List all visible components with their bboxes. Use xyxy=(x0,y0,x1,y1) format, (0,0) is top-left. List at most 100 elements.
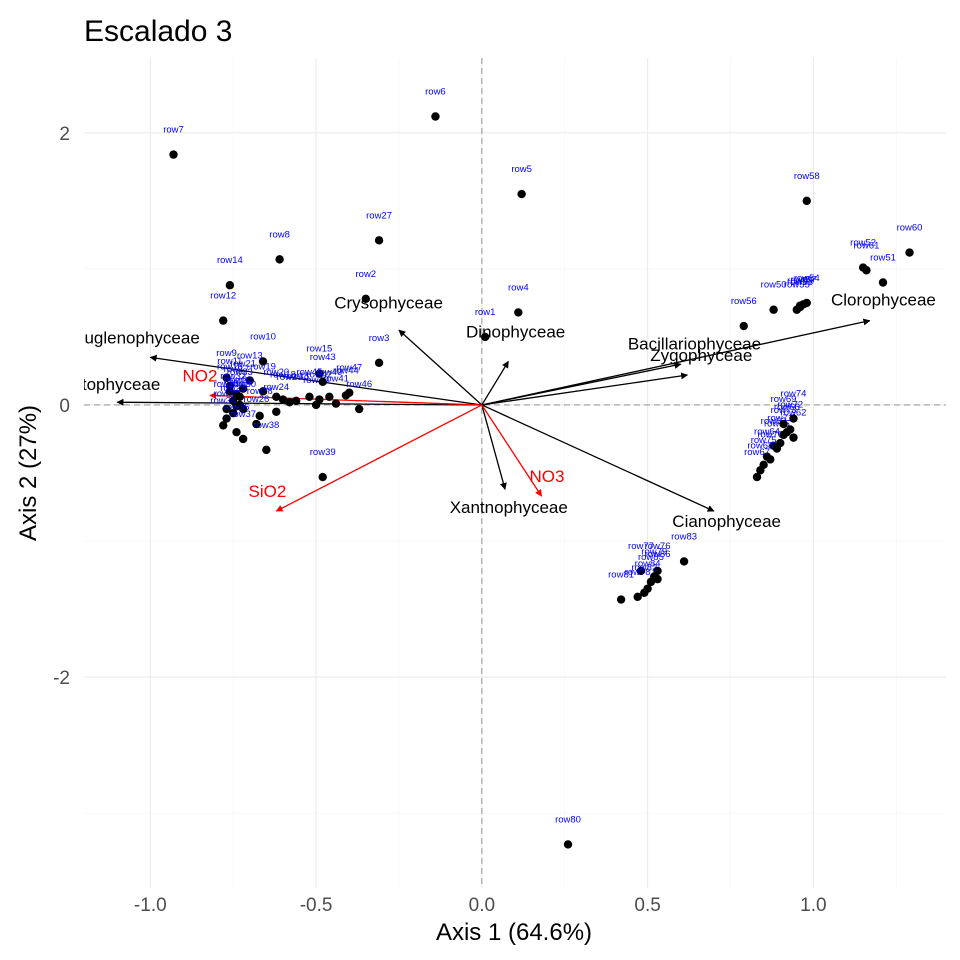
data-point xyxy=(315,395,324,404)
point-label: row57 xyxy=(791,274,817,285)
point-label: row11 xyxy=(217,356,242,367)
point-label: row47 xyxy=(336,363,362,374)
data-point xyxy=(766,455,775,464)
point-label: row23 xyxy=(220,383,246,394)
point-label: row60 xyxy=(897,223,923,234)
y-tick-label: -2 xyxy=(53,668,70,689)
data-point xyxy=(228,396,238,406)
data-point xyxy=(238,404,248,414)
point-label: row4 xyxy=(508,282,529,293)
point-label: row28 xyxy=(247,386,273,397)
species-label: Bacillariophyceae xyxy=(628,334,761,353)
data-point xyxy=(262,445,271,455)
point-label: row35 xyxy=(224,402,250,413)
data-point xyxy=(315,369,324,378)
data-point xyxy=(878,278,888,287)
data-point xyxy=(752,472,762,482)
data-point xyxy=(345,388,354,397)
data-point xyxy=(636,566,646,576)
point-label: row24 xyxy=(263,382,289,393)
species-label: Clorophyceae xyxy=(831,291,936,310)
data-point xyxy=(802,196,811,206)
point-label: row22 xyxy=(227,375,253,386)
point-label: row78 xyxy=(625,567,651,578)
x-tick-label: 1.0 xyxy=(800,895,826,916)
data-point xyxy=(769,305,778,314)
point-label: row82 xyxy=(631,563,657,574)
env-arrows: NO2 SiO2 NO3 xyxy=(183,366,565,512)
data-point xyxy=(238,384,248,393)
species-arrow xyxy=(481,404,507,491)
point-label: row10 xyxy=(250,331,276,342)
point-label: row36 xyxy=(210,395,236,406)
point-label: row18 xyxy=(270,370,296,381)
point-label: row69 xyxy=(771,394,797,405)
env-label: SiO2 xyxy=(249,482,287,501)
data-point xyxy=(228,408,238,418)
data-point xyxy=(361,294,371,304)
data-point xyxy=(272,392,281,402)
data-point xyxy=(169,150,178,159)
point-label: row37 xyxy=(230,409,256,420)
point-label: row62 xyxy=(781,408,807,419)
species-label: Euglenophyceae xyxy=(73,328,200,347)
data-point xyxy=(225,387,235,396)
data-point xyxy=(646,577,656,587)
point-label: row55 xyxy=(784,280,810,291)
env-label: NO3 xyxy=(530,467,565,486)
data-point xyxy=(222,414,231,423)
grid xyxy=(84,58,946,888)
point-label: row79 xyxy=(641,546,667,557)
data-point xyxy=(374,358,384,367)
data-point xyxy=(431,112,440,121)
point-label: row65 xyxy=(764,419,790,430)
data-point xyxy=(759,460,768,470)
data-point xyxy=(679,557,689,566)
x-tick-label: -0.5 xyxy=(300,895,333,916)
data-point xyxy=(789,414,798,423)
point-label: row72 xyxy=(777,399,803,410)
plot-area: Euglenophyceae Cryptophyceae Crysophyceae D… xyxy=(73,87,936,849)
data-point xyxy=(862,266,871,275)
data-point xyxy=(225,281,235,290)
point-label: row80 xyxy=(555,814,581,825)
point-label: row73 xyxy=(771,405,797,416)
point-label: row51 xyxy=(870,253,896,264)
y-axis-title: Axis 2 (27%) xyxy=(15,405,42,541)
point-label: row74 xyxy=(781,389,807,400)
x-tick-label: -1.0 xyxy=(134,895,167,916)
data-point xyxy=(275,255,284,264)
point-label: row43 xyxy=(310,352,336,363)
point-label: row63 xyxy=(761,416,787,427)
point-label: row53 xyxy=(787,277,813,288)
species-arrows: Euglenophyceae Cryptophyceae Crysophyceae D… xyxy=(73,291,936,531)
point-label: row56 xyxy=(731,296,757,307)
data-point xyxy=(779,419,788,429)
data-point xyxy=(235,392,245,402)
reference-lines xyxy=(84,58,946,888)
point-label: row8 xyxy=(269,229,290,240)
data-point xyxy=(238,434,248,444)
data-point xyxy=(258,387,268,396)
species-arrow xyxy=(481,360,509,406)
data-point xyxy=(643,584,652,593)
point-label: row21 xyxy=(230,359,256,370)
species-label: Xantnophyceae xyxy=(450,498,568,517)
data-point xyxy=(374,236,384,245)
point-label: row77 xyxy=(628,541,654,552)
point-label: row6 xyxy=(425,87,446,98)
data-point xyxy=(219,316,228,325)
point-label: row19 xyxy=(250,361,276,372)
point-label: row40 xyxy=(303,375,329,386)
data-point xyxy=(354,404,364,414)
data-point xyxy=(305,392,314,402)
species-arrow xyxy=(149,354,482,406)
point-label: row30 xyxy=(230,379,256,390)
data-point xyxy=(245,376,254,385)
species-label: Cianophyceae xyxy=(672,512,781,531)
point-label: row9 xyxy=(216,348,237,359)
data-point xyxy=(517,189,526,199)
env-arrow xyxy=(275,404,483,512)
point-label: row84 xyxy=(635,559,661,570)
point-label: row64 xyxy=(754,427,780,438)
